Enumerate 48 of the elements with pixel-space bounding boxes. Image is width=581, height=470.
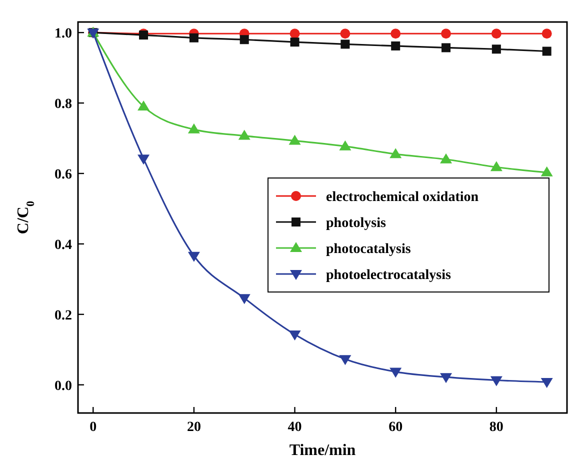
y-tick-label: 1.0: [54, 26, 72, 42]
point: [440, 373, 452, 384]
point: [540, 378, 553, 388]
point: [290, 28, 300, 39]
point: [238, 130, 250, 140]
point: [339, 355, 352, 366]
point: [188, 252, 200, 262]
x-tick-label: 20: [186, 420, 201, 435]
point: [490, 376, 502, 386]
point: [441, 28, 452, 39]
point: [290, 38, 300, 47]
point: [442, 43, 451, 52]
point: [492, 44, 501, 54]
point: [390, 28, 401, 39]
x-tick-label: 0: [90, 420, 97, 435]
y-tick-label: 0.0: [54, 378, 72, 394]
point: [542, 28, 552, 39]
y-tick-label: 0.2: [54, 308, 72, 324]
point: [138, 154, 150, 165]
point: [339, 140, 352, 150]
point: [390, 148, 402, 158]
point: [188, 123, 200, 134]
point: [540, 166, 553, 176]
point: [288, 134, 301, 145]
legend-label: photolysis: [326, 216, 386, 231]
point: [390, 368, 402, 378]
point: [440, 153, 452, 164]
x-tick-label: 80: [489, 420, 504, 435]
y-tick-label: 0.4: [54, 238, 72, 253]
point: [340, 40, 350, 49]
legend-label: photoelectrocatalysis: [326, 268, 452, 283]
point: [240, 35, 249, 44]
point: [542, 46, 552, 56]
x-tick-label: 60: [388, 420, 403, 435]
point: [340, 28, 350, 39]
point: [491, 28, 502, 39]
point: [138, 100, 150, 111]
x-tick-label: 40: [288, 420, 302, 435]
point: [391, 41, 400, 50]
x-axis-title: Time/min: [289, 442, 356, 459]
point: [189, 33, 198, 42]
point: [490, 161, 502, 172]
legend-label: photocatalysis: [326, 242, 412, 257]
legend-label: electrochemical oxidation: [326, 190, 479, 205]
y-tick-label: 0.8: [54, 97, 72, 112]
point: [288, 330, 301, 340]
point: [238, 294, 250, 304]
y-tick-label: 0.6: [54, 167, 72, 182]
